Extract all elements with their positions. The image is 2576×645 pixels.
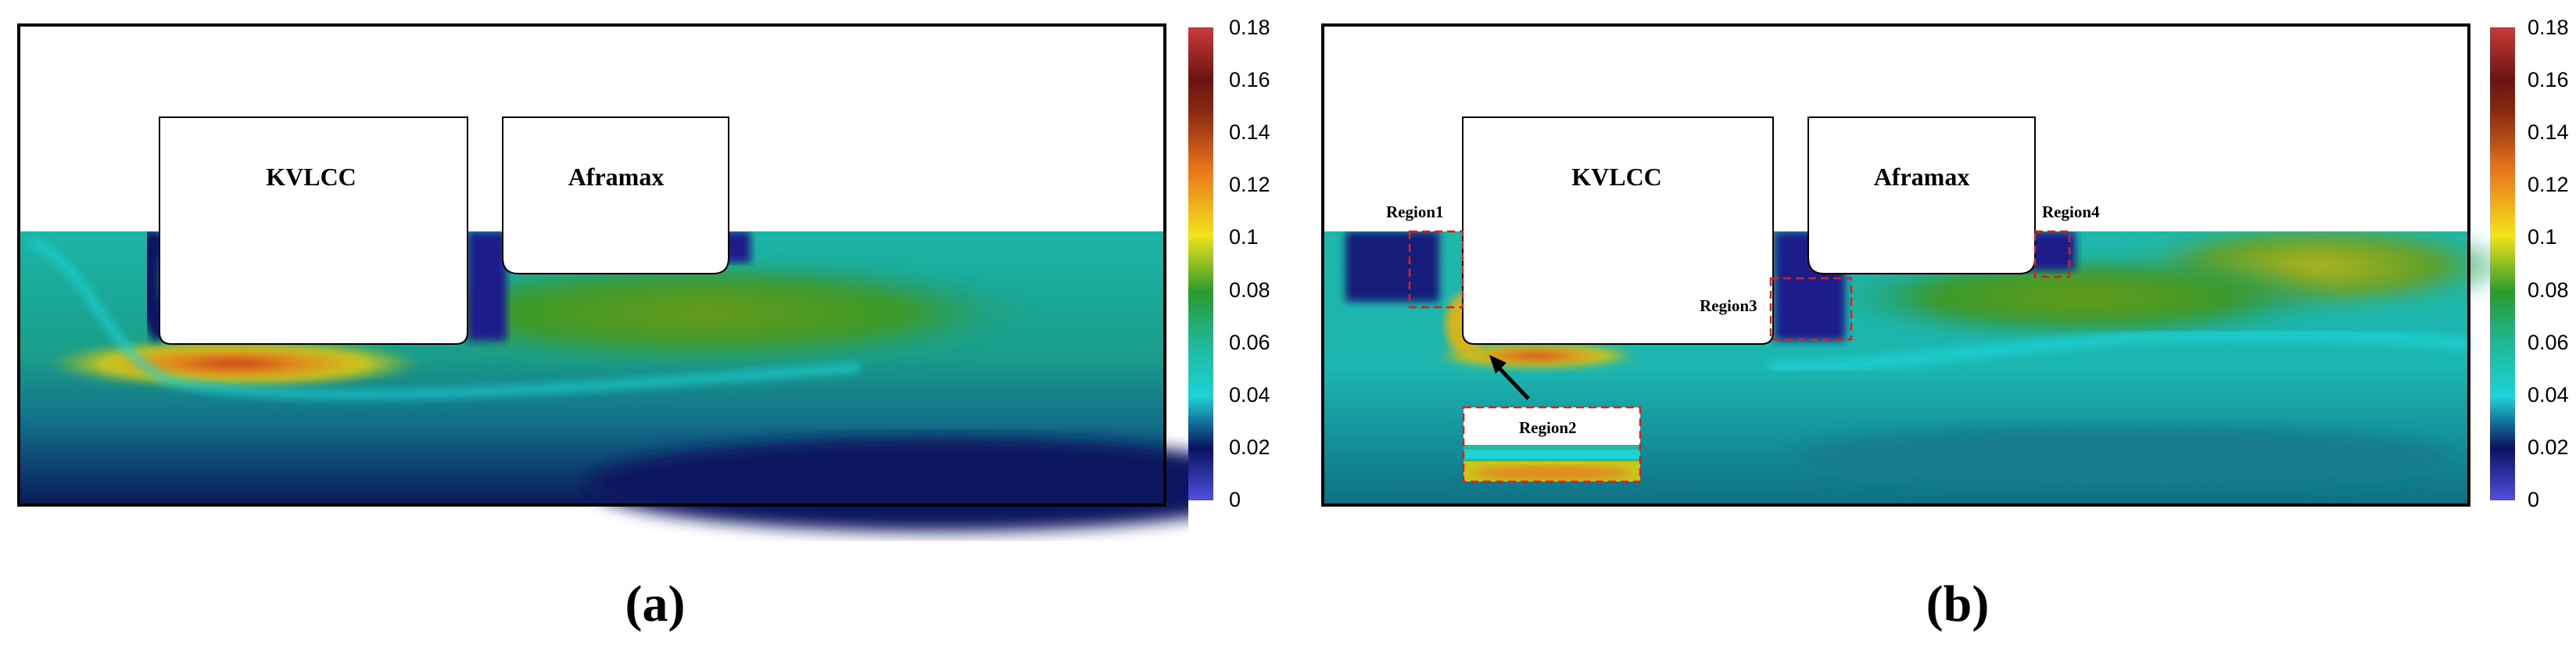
- region1-box: [1408, 230, 1464, 309]
- ship-label-aframax: Aframax: [568, 163, 665, 191]
- colorbar-a-tick: 0.02: [1229, 435, 1270, 459]
- region1-label: Region1: [1386, 202, 1444, 221]
- region4-label: Region4: [2042, 202, 2100, 221]
- colorbar-a-gradient: [1188, 27, 1213, 500]
- colorbar-b: 0.18 0.16 0.14 0.12 0.1 0.08 0.06 0.04 0…: [2490, 16, 2569, 511]
- region2-inset-white: [1464, 407, 1640, 445]
- colorbar-b-tick: 0: [2528, 488, 2539, 511]
- colorbar-b-tick: 0.1: [2528, 225, 2557, 249]
- colorbar-b-tick: 0.16: [2528, 68, 2569, 91]
- colorbar-a-tick: 0.08: [1229, 278, 1270, 302]
- region2-arrowhead: [1489, 355, 1507, 374]
- aframax-hull: [502, 116, 729, 274]
- ship-label-aframax: Aframax: [1874, 163, 1970, 191]
- colorbar-a-tick: 0: [1229, 488, 1241, 511]
- ship-label-kvlcc: KVLCC: [266, 163, 356, 191]
- colorbar-b-tick: 0.08: [2528, 278, 2569, 302]
- colorbar-a-tick: 0.12: [1229, 173, 1270, 196]
- colorbar-b-tick: 0.02: [2528, 435, 2569, 459]
- colorbar-a-tick: 0.18: [1229, 16, 1270, 39]
- colorbar-b-tick: 0.18: [2528, 16, 2569, 39]
- kvlcc-hull: [1462, 116, 1774, 345]
- region4-box: [2033, 230, 2071, 278]
- colorbar-a-tick: 0.06: [1229, 331, 1270, 354]
- colorbar-a-tick: 0.16: [1229, 68, 1270, 91]
- colorbar-b-gradient: [2490, 27, 2515, 500]
- kvlcc-hull: [159, 116, 468, 345]
- colorbar-b-tick: 0.06: [2528, 331, 2569, 354]
- aframax-hull: [1807, 116, 2036, 274]
- ship-label-kvlcc: KVLCC: [1571, 163, 1662, 191]
- colorbar-a-tick: 0.04: [1229, 383, 1270, 407]
- colorbar-a: 0.18 0.16 0.14 0.12 0.1 0.08 0.06 0.04 0…: [1188, 16, 1270, 511]
- colorbar-b-tick: 0.12: [2528, 173, 2569, 196]
- region2-label: Region2: [1519, 418, 1577, 437]
- region2-inset-box: [1462, 406, 1642, 483]
- panel-b-figure: KVLCC Aframax Region1 Region3 Region4 Re…: [1321, 23, 2490, 507]
- region2-arrow: [1496, 364, 1530, 400]
- region3-label: Region3: [1700, 296, 1757, 315]
- colorbar-a-tick: 0.1: [1229, 225, 1259, 249]
- colorbar-a-tick: 0.14: [1229, 120, 1270, 144]
- region3-box: [1769, 277, 1853, 341]
- colorbar-b-tick: 0.14: [2528, 120, 2569, 144]
- panel-a-caption: (a): [625, 575, 686, 632]
- colorbar-b-tick: 0.04: [2528, 383, 2569, 407]
- panel-a-figure: KVLCC Aframax: [17, 23, 1188, 532]
- panel-b-caption: (b): [1926, 575, 1990, 632]
